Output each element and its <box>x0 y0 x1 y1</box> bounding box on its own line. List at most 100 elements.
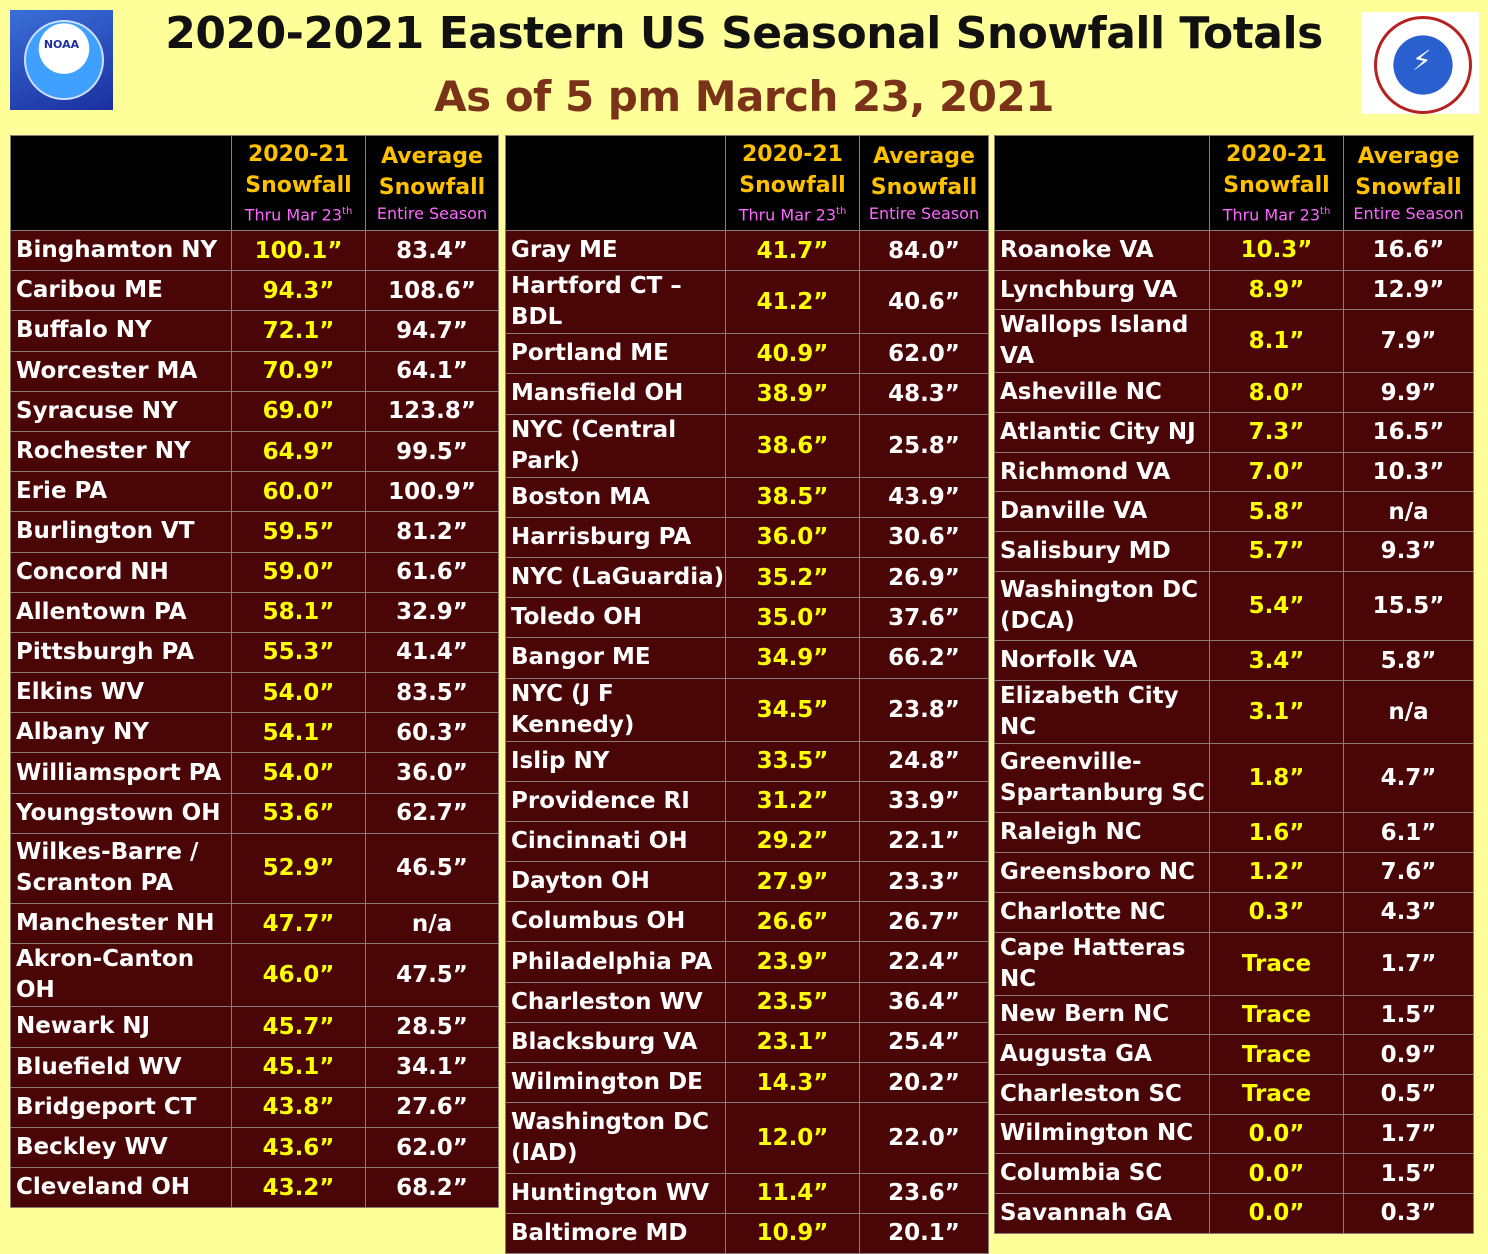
nws-logo: ⚡ <box>1362 12 1479 114</box>
table-row: Cape Hatteras NC Trace 1.7” <box>994 931 1474 996</box>
table-row: Boston MA 38.5” 43.9” <box>505 476 989 518</box>
city-name: Buffalo NY <box>10 310 232 352</box>
table-row: Bluefield WV 45.1” 34.1” <box>10 1046 499 1088</box>
city-name: Newark NJ <box>10 1006 232 1048</box>
current-snowfall-header: 2020-21 Snowfall Thru Mar 23th <box>1209 135 1344 231</box>
average-snowfall-value: 4.3” <box>1343 891 1474 933</box>
table-row: Allentown PA 58.1” 32.9” <box>10 591 499 633</box>
current-header-sub: Thru Mar 23th <box>1211 201 1343 226</box>
average-snowfall-value: 10.3” <box>1343 451 1474 493</box>
city-name: Wallops Island VA <box>994 309 1210 374</box>
current-snowfall-value: 1.2” <box>1209 852 1344 893</box>
average-snowfall-value: 94.7” <box>365 310 499 352</box>
average-snowfall-value: 43.9” <box>859 476 989 518</box>
city-name: Raleigh NC <box>994 812 1210 854</box>
city-name: Augusta GA <box>994 1034 1210 1075</box>
average-snowfall-value: 36.0” <box>365 752 499 794</box>
city-name: Baltimore MD <box>505 1212 726 1254</box>
city-name: Cincinnati OH <box>505 820 726 863</box>
page-title: 2020-2021 Eastern US Seasonal Snowfall T… <box>165 8 1323 59</box>
average-snowfall-value: 0.9” <box>1343 1034 1474 1075</box>
city-name: Cleveland OH <box>10 1167 232 1209</box>
average-snowfall-value: 30.6” <box>859 516 989 558</box>
current-snowfall-value: 0.3” <box>1209 891 1344 933</box>
average-snowfall-value: 81.2” <box>365 511 499 553</box>
average-snowfall-value: 83.4” <box>365 229 499 272</box>
average-snowfall-value: 61.6” <box>365 551 499 593</box>
table-row: Norfolk VA 3.4” 5.8” <box>994 640 1474 681</box>
table-row: Buffalo NY 72.1” 94.7” <box>10 310 499 352</box>
location-header-cell <box>505 135 726 231</box>
current-snowfall-value: 43.2” <box>231 1167 366 1209</box>
snowfall-table-1: 2020-21 Snowfall Thru Mar 23th Average Snowf… <box>10 135 499 1209</box>
average-snowfall-value: 108.6” <box>365 270 499 312</box>
current-snowfall-value: 55.3” <box>231 631 366 674</box>
table-row: Charleston WV 23.5” 36.4” <box>505 981 989 1023</box>
average-header-line2: Snowfall <box>378 175 486 200</box>
table-row: Dayton OH 27.9” 23.3” <box>505 861 989 903</box>
average-snowfall-value: 34.1” <box>365 1046 499 1088</box>
table-row: Wilmington DE 14.3” 20.2” <box>505 1061 989 1104</box>
city-name: Pittsburgh PA <box>10 631 232 674</box>
city-name: Harrisburg PA <box>505 516 726 558</box>
table-header-row: 2020-21 Snowfall Thru Mar 23th Average Snowf… <box>505 135 989 231</box>
current-snowfall-value: 23.9” <box>725 941 860 983</box>
average-snowfall-value: 24.8” <box>859 740 989 782</box>
average-snowfall-value: n/a <box>365 903 499 945</box>
average-snowfall-value: 4.7” <box>1343 742 1474 814</box>
table-row: Albany NY 54.1” 60.3” <box>10 712 499 754</box>
table-row: Hartford CT – BDL 41.2” 40.6” <box>505 270 989 335</box>
average-snowfall-value: 26.9” <box>859 556 989 599</box>
current-snowfall-value: 64.9” <box>231 430 366 473</box>
average-snowfall-value: 20.1” <box>859 1212 989 1254</box>
city-name: Greenville-Spartanburg SC <box>994 742 1210 814</box>
current-header-line2: Snowfall <box>245 173 352 199</box>
city-name: Dayton OH <box>505 861 726 903</box>
city-name: Cape Hatteras NC <box>994 931 1210 996</box>
table-row: Greenville-Spartanburg SC 1.8” 4.7” <box>994 742 1474 814</box>
current-snowfall-value: 5.4” <box>1209 570 1344 642</box>
average-snowfall-value: 46.5” <box>365 832 499 905</box>
table-body: Binghamton NY 100.1” 83.4” Caribou ME 94.3” 1… <box>10 229 499 1209</box>
average-snowfall-value: 22.0” <box>859 1102 989 1174</box>
table-row: Asheville NC 8.0” 9.9” <box>994 372 1474 414</box>
average-snowfall-header: Average Snowfall Entire Season <box>365 135 499 231</box>
current-snowfall-value: 35.2” <box>725 556 860 599</box>
table-row: Syracuse NY 69.0” 123.8” <box>10 390 499 432</box>
table-row: Cincinnati OH 29.2” 22.1” <box>505 820 989 863</box>
table-row: Washington DC (IAD) 12.0” 22.0” <box>505 1102 989 1174</box>
city-name: Boston MA <box>505 476 726 518</box>
table-body: Gray ME 41.7” 84.0” Hartford CT – BDL 41.2” 4… <box>505 229 989 1254</box>
current-snowfall-value: 47.7” <box>231 903 366 945</box>
current-header-line2: Snowfall <box>739 173 846 199</box>
average-snowfall-value: 66.2” <box>859 637 989 679</box>
average-snowfall-value: 36.4” <box>859 981 989 1023</box>
average-snowfall-value: 5.8” <box>1343 640 1474 681</box>
table-row: Wallops Island VA 8.1” 7.9” <box>994 309 1474 374</box>
noaa-logo-text: NOAA <box>43 38 80 51</box>
table-row: Greensboro NC 1.2” 7.6” <box>994 852 1474 893</box>
current-snowfall-value: 41.2” <box>725 270 860 335</box>
table-row: Mansfield OH 38.9” 48.3” <box>505 373 989 415</box>
average-header-line1: Average <box>873 144 975 169</box>
city-name: NYC (LaGuardia) <box>505 556 726 599</box>
table-row: Elkins WV 54.0” 83.5” <box>10 672 499 714</box>
city-name: Allentown PA <box>10 591 232 633</box>
current-snowfall-value: 41.7” <box>725 229 860 272</box>
noaa-emblem-icon <box>24 20 104 100</box>
table-row: Islip NY 33.5” 24.8” <box>505 740 989 782</box>
city-name: Williamsport PA <box>10 752 232 794</box>
average-header-line2: Snowfall <box>1355 175 1462 200</box>
table-row: Baltimore MD 10.9” 20.1” <box>505 1212 989 1254</box>
current-snowfall-value: 0.0” <box>1209 1153 1344 1194</box>
city-name: Lynchburg VA <box>994 269 1210 311</box>
average-snowfall-value: 26.7” <box>859 901 989 943</box>
city-name: Richmond VA <box>994 451 1210 493</box>
table-row: Binghamton NY 100.1” 83.4” <box>10 229 499 272</box>
current-snowfall-value: 54.0” <box>231 672 366 714</box>
average-snowfall-value: 68.2” <box>365 1167 499 1209</box>
city-name: Providence RI <box>505 780 726 822</box>
current-snowfall-value: 43.6” <box>231 1126 366 1169</box>
current-snowfall-value: 23.5” <box>725 981 860 1023</box>
noaa-logo: NOAA <box>10 10 113 110</box>
